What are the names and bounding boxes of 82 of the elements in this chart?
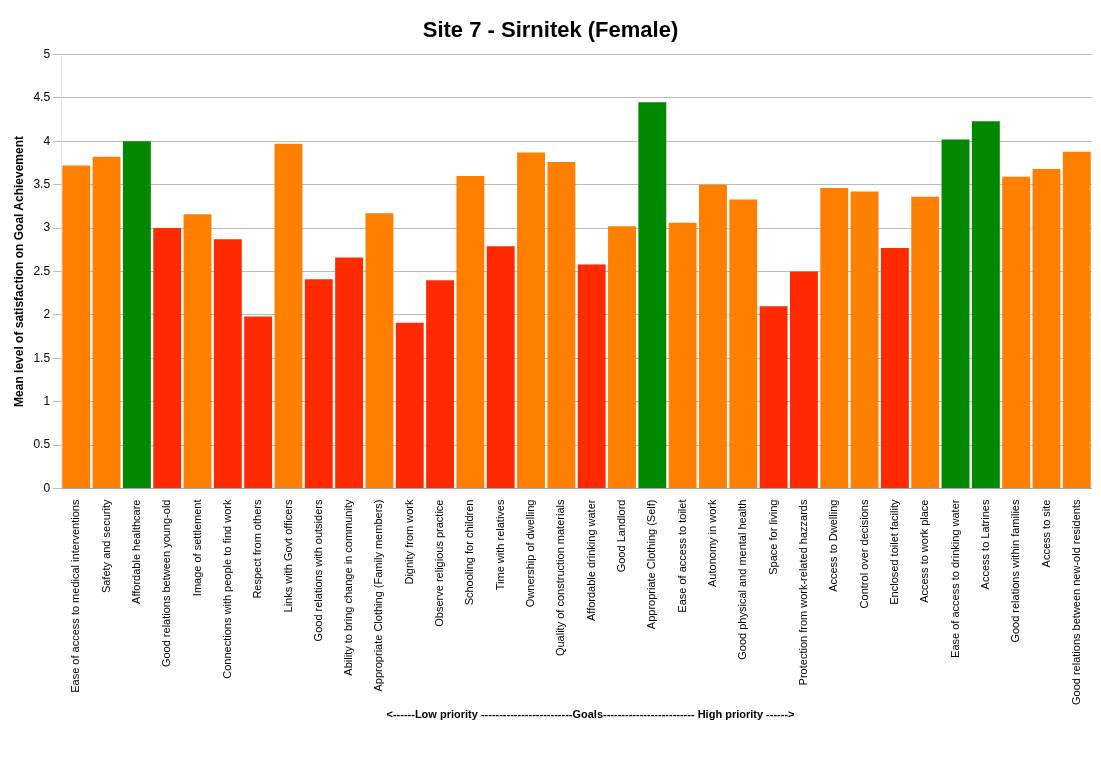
bar bbox=[365, 213, 394, 489]
x-tick-label: Ownership of dwelling bbox=[524, 499, 537, 608]
bar bbox=[1002, 176, 1031, 489]
bar bbox=[183, 214, 212, 489]
bar bbox=[426, 280, 455, 489]
bar bbox=[880, 248, 909, 489]
bar bbox=[820, 188, 849, 489]
bar bbox=[335, 257, 364, 489]
bar bbox=[153, 228, 182, 489]
bar bbox=[456, 175, 485, 489]
bar bbox=[911, 196, 940, 489]
text: <------Low priority -------------------------Goals------------------------- High priority ------> bbox=[385, 708, 796, 720]
x-tick-label: Access to site bbox=[1039, 499, 1052, 568]
x-tick-label: Good relations with outsiders bbox=[311, 499, 324, 642]
bar bbox=[547, 162, 576, 489]
x-tick-label: Observe religious practice bbox=[433, 499, 446, 627]
x-tick-label: Appropriate Clothing (Self) bbox=[645, 499, 658, 630]
bar bbox=[729, 199, 758, 489]
x-tick-label: Time with relatives bbox=[493, 499, 506, 591]
x-tick-label: Control over decisions bbox=[857, 499, 870, 609]
y-tick-label: 4 bbox=[43, 133, 51, 148]
x-tick-label: Good relations within families bbox=[1009, 499, 1022, 643]
bar bbox=[486, 246, 515, 489]
x-tick-label: Ease of access to medical interventions bbox=[69, 499, 82, 693]
y-axis-title: Mean level of satisfaction on Goal Achievement bbox=[11, 135, 26, 407]
y-tick-label: 3 bbox=[43, 220, 51, 235]
x-tick-label: Good physical and mental health bbox=[736, 499, 749, 660]
y-tick-label: 2.5 bbox=[33, 263, 51, 278]
x-tick-label: Dignity from work bbox=[402, 499, 415, 585]
bar bbox=[850, 191, 879, 489]
x-tick-label: Space for living bbox=[766, 499, 779, 575]
bar bbox=[274, 143, 303, 489]
x-tick-label: Affordable drinking water bbox=[584, 499, 597, 622]
x-tick-label: Image of settlement bbox=[190, 499, 203, 597]
bar bbox=[62, 165, 91, 489]
y-tick-label: 1 bbox=[43, 394, 51, 409]
x-tick-label: Good relations between new-old residents bbox=[1069, 499, 1082, 706]
x-tick-label: Protection from work-related hazzards bbox=[796, 499, 809, 686]
bar bbox=[92, 156, 121, 489]
bar bbox=[244, 316, 273, 489]
y-tick-label: 4.5 bbox=[33, 90, 51, 105]
x-tick-label: Ability to bring change in community bbox=[342, 499, 355, 676]
x-tick-label: Links with Govt officers bbox=[281, 499, 294, 613]
x-tick-label: Access to Latrines bbox=[978, 499, 991, 590]
x-tick-label: Ease of access to toilet bbox=[675, 499, 688, 613]
y-tick-label: 3.5 bbox=[33, 176, 51, 191]
bar bbox=[577, 264, 606, 489]
x-tick-label: Enclosed toilet facility bbox=[887, 499, 900, 605]
x-tick-label: Safety and security bbox=[99, 499, 112, 594]
bar bbox=[517, 152, 545, 489]
bar bbox=[1062, 151, 1091, 489]
bar bbox=[213, 239, 242, 489]
bar bbox=[941, 139, 970, 489]
bar bbox=[304, 279, 333, 489]
bar bbox=[789, 271, 818, 489]
x-tick-label: Appropriate Clothing (Family members) bbox=[372, 499, 385, 692]
x-tick-label: Autonomy in work bbox=[705, 499, 718, 587]
bar bbox=[971, 121, 1000, 489]
y-tick-label: 1.5 bbox=[33, 350, 51, 365]
x-tick-label: Connections with people to find work bbox=[220, 499, 233, 679]
bar bbox=[122, 141, 151, 489]
x-tick-label: Affordable healthcare bbox=[129, 499, 142, 604]
y-tick-label: 5 bbox=[43, 46, 51, 61]
x-tick-label: Good relations between young-old bbox=[160, 499, 173, 668]
bar bbox=[608, 226, 636, 489]
x-tick-label: Good Landlord bbox=[615, 499, 628, 573]
x-tick-label: Access to Dwelling bbox=[827, 499, 840, 592]
x-tick-label: Ease of access to drinking water bbox=[948, 499, 961, 658]
chart-title: Site 7 - Sirnitek (Female) bbox=[422, 17, 679, 43]
bar bbox=[668, 222, 697, 489]
x-tick-label: Access to work place bbox=[918, 499, 931, 603]
y-tick-label: 2 bbox=[43, 307, 51, 322]
bar bbox=[699, 184, 727, 489]
bar bbox=[395, 322, 424, 489]
bar bbox=[759, 306, 788, 489]
x-tick-label: Schooling for children bbox=[463, 499, 476, 606]
x-tick-label: Quality of construction materials bbox=[554, 499, 567, 657]
bar bbox=[638, 102, 667, 489]
y-tick-label: 0.5 bbox=[33, 437, 51, 452]
bar bbox=[1032, 169, 1061, 489]
x-tick-label: Respect from others bbox=[251, 499, 264, 599]
y-tick-label: 0 bbox=[43, 480, 51, 495]
